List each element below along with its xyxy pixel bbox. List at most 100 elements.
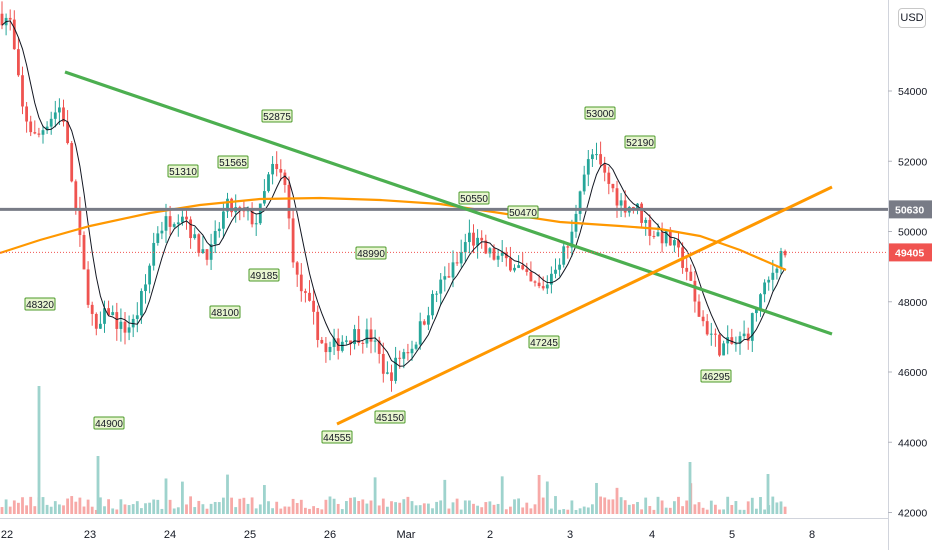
candle-body [402, 352, 406, 359]
candle-body [41, 130, 45, 135]
candle-body [127, 327, 131, 333]
candle-body [271, 163, 274, 175]
candle-body [316, 311, 320, 340]
volume-bar [58, 504, 61, 514]
candle-body [689, 271, 693, 281]
volume-bar [181, 481, 184, 514]
time-tick-label: 26 [324, 529, 336, 541]
volume-bar [312, 506, 315, 514]
volume-bar [135, 501, 139, 514]
candle-body [418, 321, 422, 345]
annotation-label: 44900 [95, 419, 123, 430]
candle-body [701, 316, 705, 322]
time-tick-label: 2 [487, 529, 493, 541]
candle-body [369, 329, 373, 342]
time-tick-label: 8 [809, 529, 815, 541]
candle-body [33, 132, 37, 134]
candle-body [488, 248, 492, 254]
volume-bar [328, 496, 332, 514]
volume-bar [582, 506, 586, 514]
candle-body [709, 333, 713, 335]
candle-body [504, 252, 508, 259]
volume-bar [283, 506, 287, 514]
volume-bar [693, 504, 697, 514]
candle-body [492, 248, 496, 260]
candle-body [222, 211, 225, 229]
candle-body [459, 252, 463, 264]
candle-body [209, 244, 213, 260]
candle-body [480, 237, 484, 241]
candle-body [410, 348, 414, 354]
candle-body [238, 207, 242, 209]
price-marker-label: 49405 [895, 247, 924, 259]
volume-bar [291, 498, 295, 514]
candle-body [205, 249, 209, 260]
annotation-label: 51565 [219, 158, 247, 169]
candle-body [742, 333, 746, 337]
candle-body [763, 282, 766, 295]
candle-body [267, 174, 270, 192]
volume-bar [127, 505, 131, 514]
candle-body [197, 234, 201, 253]
candle-body [640, 203, 643, 223]
volume-bar [455, 498, 459, 514]
candle-body [279, 169, 283, 173]
volume-bar [234, 507, 238, 514]
volume-bar [640, 509, 643, 514]
candle-body [517, 265, 520, 268]
candle-body [201, 249, 205, 253]
candle-body [603, 164, 607, 173]
time-tick-label: 3 [567, 529, 573, 541]
candle-body [660, 232, 664, 244]
volume-bar [90, 506, 94, 514]
candle-body [714, 333, 717, 335]
volume-bar [12, 500, 16, 514]
candle-body [70, 143, 74, 182]
volume-bar [0, 507, 4, 514]
candle-body [619, 200, 623, 206]
volume-bar [287, 506, 291, 514]
volume-bar [254, 508, 258, 514]
price-tick-label: 52000 [898, 156, 927, 168]
volume-bar [308, 508, 311, 514]
candle-body [275, 163, 279, 170]
annotation-label: 50550 [460, 194, 488, 205]
candle-body [541, 286, 545, 289]
candle-body [468, 232, 471, 243]
annotation-label: 50470 [509, 208, 537, 219]
orange-trendline [336, 185, 833, 426]
candle-body [172, 224, 176, 227]
volume-bar [209, 503, 213, 514]
volume-bar [714, 504, 717, 514]
candle-body [386, 372, 389, 374]
volume-bar [459, 509, 463, 514]
volume-bar [513, 499, 516, 514]
volume-bar [783, 506, 787, 514]
candle-body [17, 49, 20, 76]
volume-bar [496, 503, 500, 514]
volume-bar [443, 479, 447, 514]
price-tick-label: 44000 [898, 437, 927, 449]
candle-body [705, 321, 709, 335]
volume-bar [230, 497, 233, 514]
volume-bar [451, 502, 455, 514]
volume-bar [299, 499, 303, 514]
candle-body [746, 333, 750, 341]
candle-body [381, 353, 385, 374]
volume-bar [427, 503, 430, 514]
candle-body [176, 222, 180, 225]
volume-bar [185, 504, 188, 514]
volume-bar [201, 504, 205, 514]
volume-bar [611, 499, 615, 514]
currency-button[interactable]: USD [898, 8, 926, 28]
volume-bar [627, 504, 631, 514]
volume-bar [111, 508, 115, 514]
candle-body [144, 284, 147, 292]
annotation-box [584, 106, 616, 120]
candle-body [357, 329, 361, 343]
candle-body [390, 372, 393, 381]
time-tick-label: 4 [649, 529, 655, 541]
volume-bar [492, 504, 496, 514]
candle-body [135, 315, 139, 319]
